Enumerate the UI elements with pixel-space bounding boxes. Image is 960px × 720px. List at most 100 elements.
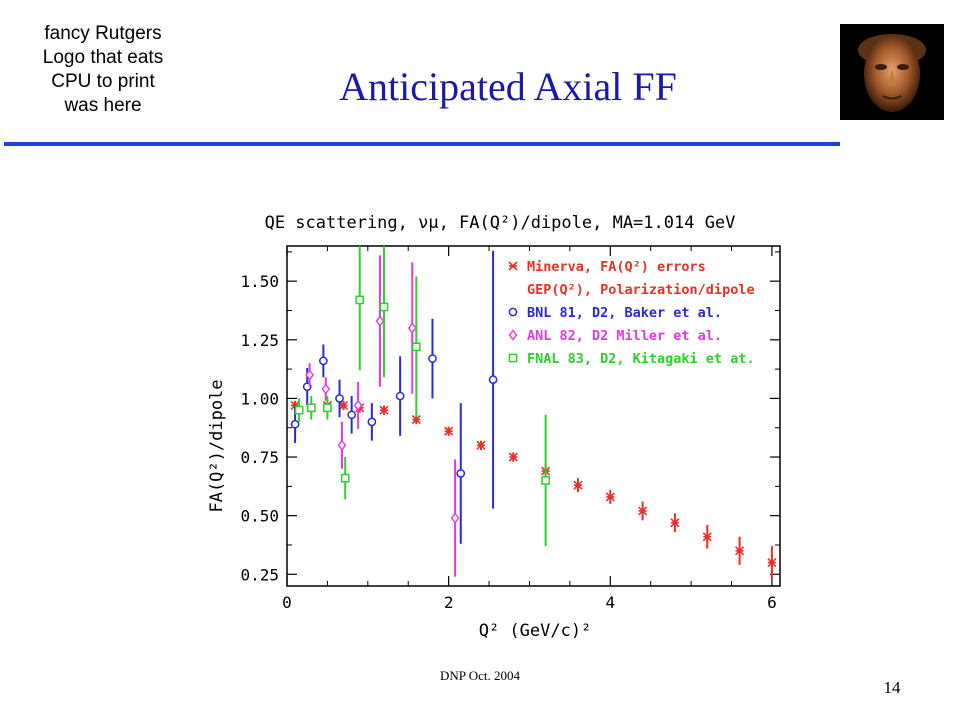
y-tick-label: 0.25	[240, 565, 279, 584]
axial-ff-chart: QE scattering, νμ, FA(Q²)/dipole, MA=1.0…	[207, 213, 781, 641]
data-point	[367, 417, 377, 427]
data-point	[670, 518, 680, 528]
data-point	[573, 480, 583, 490]
data-point-shape	[411, 414, 421, 425]
data-point	[305, 369, 315, 381]
title-divider	[4, 142, 840, 146]
data-point-shape	[355, 295, 365, 305]
data-point-shape	[488, 375, 498, 385]
data-point	[340, 473, 350, 483]
chart-title-text: QE scattering, νμ, FA(Q²)/dipole, MA=1.0…	[265, 213, 736, 233]
logo-line: fancy Rutgers	[44, 23, 162, 44]
y-tick-label: 1.50	[240, 272, 279, 291]
footer-text: DNP Oct. 2004	[439, 668, 521, 683]
data-point	[339, 400, 349, 411]
data-point	[294, 405, 304, 415]
data-point-shape	[638, 506, 648, 516]
data-point	[638, 506, 648, 516]
plot-area: 0.25 0.50 0.75 1.00 1.25 1.50 0 2 4 6	[240, 245, 781, 612]
legend-marker	[508, 261, 518, 271]
data-point-shape	[337, 439, 347, 451]
data-point-shape	[319, 356, 328, 366]
x-tick-label: 4	[605, 593, 615, 612]
data-point-shape	[411, 342, 421, 352]
y-tick-label: 0.50	[240, 507, 279, 526]
data-point-shape	[407, 322, 417, 334]
data-point	[450, 512, 460, 524]
data-point	[488, 375, 498, 385]
y-axis-label: FA(Q²)/dipole	[207, 379, 227, 512]
data-point-shape	[444, 426, 454, 436]
data-point	[411, 342, 421, 352]
data-point	[379, 405, 389, 415]
data-point-shape	[305, 369, 315, 381]
legend-marker-shape	[508, 307, 518, 317]
data-point	[353, 399, 363, 412]
series-star	[290, 400, 777, 579]
data-point-shape	[428, 354, 437, 363]
chart-legend: Minerva, FA(Q²) errors GEP(Q²), Polarizat…	[508, 259, 755, 367]
data-point-shape	[290, 419, 300, 429]
data-point-shape	[379, 302, 389, 312]
data-point	[321, 383, 331, 395]
data-point-shape	[323, 403, 332, 413]
data-point-shape	[476, 440, 486, 450]
data-point-shape	[367, 417, 377, 427]
y-tick-label: 1.00	[240, 389, 279, 408]
x-tick-label: 6	[767, 593, 777, 612]
data-point-shape	[335, 394, 344, 403]
data-point-shape	[541, 476, 550, 485]
data-point-shape	[339, 400, 349, 411]
data-point	[407, 322, 417, 334]
logo-placeholder-text: fancy Rutgers Logo that eats CPU to prin…	[0, 22, 206, 118]
series-square	[294, 246, 550, 547]
data-point-shape	[508, 452, 518, 462]
series-circle	[290, 250, 498, 544]
legend-label: ANL 82, D2 Miller et al.	[527, 328, 722, 344]
page-number: 14	[883, 678, 901, 697]
data-point-shape	[735, 546, 745, 556]
chart-title: QE scattering, νμ, FA(Q²)/dipole, MA=1.0…	[265, 213, 736, 233]
legend-label: GEP(Q²), Polarization/dipole	[527, 282, 755, 298]
x-axis-label: Q² (GeV/c)²	[479, 621, 592, 641]
data-point	[323, 403, 332, 413]
y-tick-label: 0.75	[240, 448, 279, 467]
bronze-head-photo-icon	[840, 24, 944, 120]
y-tick-label: 1.25	[240, 331, 279, 350]
logo-line: CPU to print	[51, 71, 155, 92]
data-point	[395, 391, 405, 401]
data-point	[319, 356, 328, 366]
data-point-shape	[379, 405, 389, 415]
data-point-shape	[353, 399, 363, 412]
data-point	[735, 546, 745, 556]
legend-marker	[508, 353, 518, 363]
data-point-shape	[306, 403, 316, 413]
series-diamond	[305, 255, 460, 577]
data-point-shape	[767, 557, 777, 568]
data-point	[605, 492, 615, 502]
legend-marker	[508, 329, 518, 341]
data-point	[290, 419, 300, 429]
data-point-shape	[340, 473, 350, 483]
data-point	[444, 426, 454, 436]
legend-marker	[508, 307, 518, 317]
legend-marker-shape	[508, 261, 518, 271]
legend-label: BNL 81, D2, Baker et al.	[527, 305, 722, 321]
data-point-shape	[321, 383, 331, 395]
data-layer	[290, 246, 777, 579]
data-point	[411, 414, 421, 425]
plot-frame	[286, 245, 781, 587]
data-point	[306, 403, 316, 413]
data-point-shape	[294, 405, 304, 415]
data-point-shape	[573, 480, 583, 490]
data-point-shape	[456, 469, 466, 478]
data-point	[355, 295, 365, 305]
data-point	[379, 302, 389, 312]
data-point	[337, 439, 347, 451]
data-point-shape	[670, 518, 680, 528]
legend-label: Minerva, FA(Q²) errors	[527, 259, 706, 275]
slide-title: Anticipated Axial FF	[339, 64, 677, 109]
logo-line: Logo that eats	[42, 47, 164, 68]
data-point-shape	[375, 315, 385, 327]
data-point	[456, 469, 466, 478]
